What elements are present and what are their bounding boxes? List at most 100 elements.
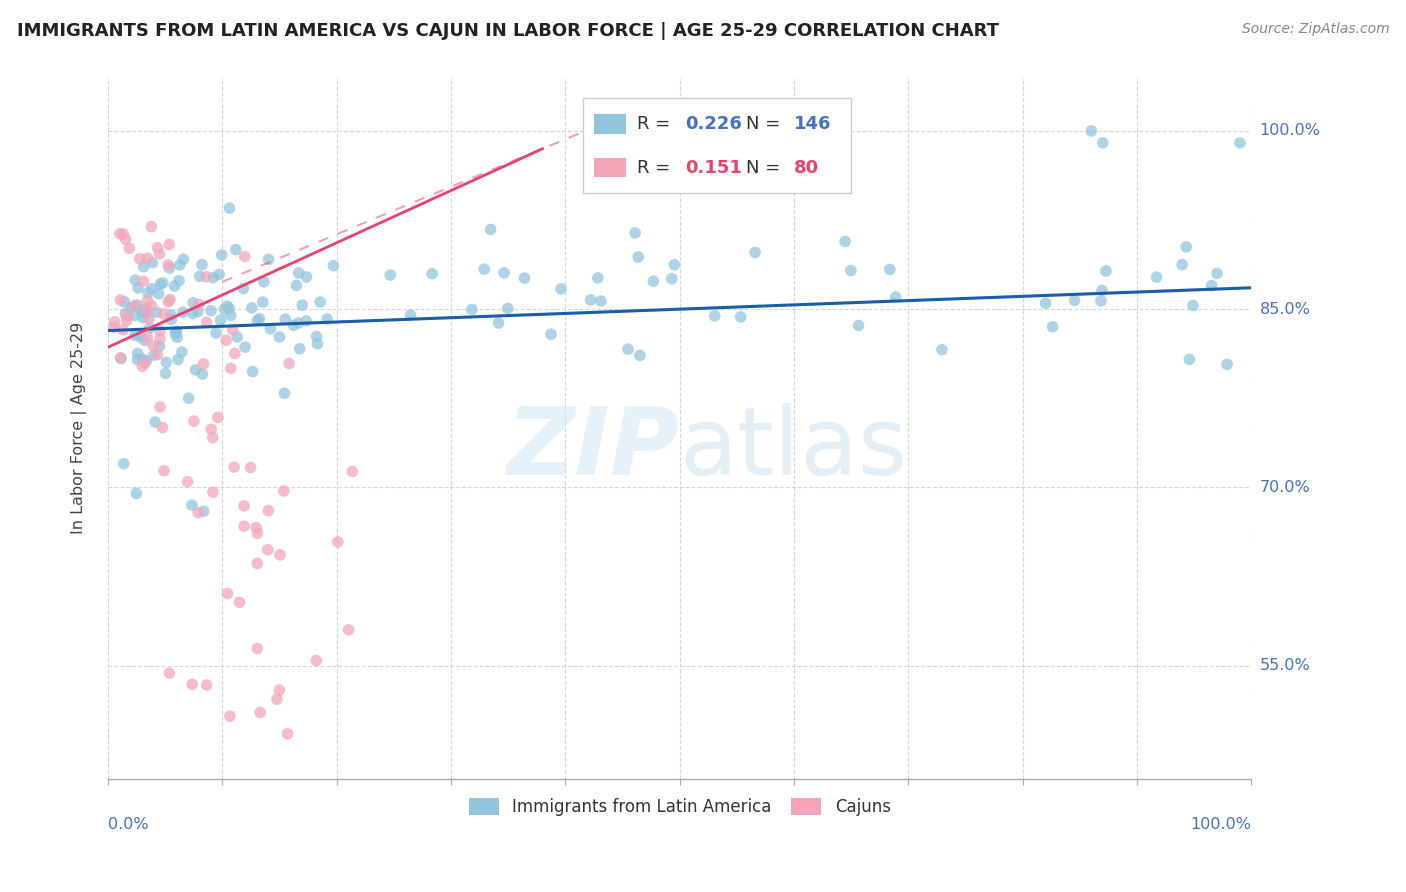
Point: [149, 324, 172, 338]
Point: [309, 295, 332, 310]
Point: [163, 279, 186, 293]
Point: [127, 298, 149, 312]
Point: [172, 305, 194, 319]
Point: [104, 315, 127, 329]
Point: [124, 309, 146, 323]
Point: [207, 410, 229, 425]
Point: [307, 336, 329, 351]
Point: [136, 330, 159, 344]
Point: [148, 339, 170, 353]
Point: [226, 330, 249, 344]
Point: [256, 542, 278, 557]
Point: [1171, 258, 1194, 272]
Point: [1229, 136, 1251, 150]
Point: [152, 276, 174, 290]
Bar: [593, 114, 626, 134]
Text: 80: 80: [794, 159, 820, 177]
Point: [494, 266, 516, 280]
Point: [149, 247, 172, 261]
Point: [166, 330, 188, 344]
Point: [141, 256, 163, 270]
Point: [224, 346, 246, 360]
Point: [269, 683, 291, 698]
Point: [1091, 136, 1114, 150]
Point: [181, 498, 204, 512]
Point: [664, 258, 686, 272]
Text: R =: R =: [637, 159, 676, 177]
Y-axis label: In Labor Force | Age 25-29: In Labor Force | Age 25-29: [72, 322, 87, 534]
Point: [183, 414, 205, 428]
Point: [628, 348, 651, 362]
Point: [848, 318, 870, 333]
Point: [195, 315, 218, 329]
Point: [232, 282, 254, 296]
Point: [195, 269, 218, 284]
Point: [479, 222, 502, 236]
Point: [225, 243, 247, 257]
Point: [1063, 293, 1085, 308]
Point: [316, 312, 339, 326]
Legend: Immigrants from Latin America, Cajuns: Immigrants from Latin America, Cajuns: [463, 791, 897, 822]
Point: [1146, 270, 1168, 285]
Point: [322, 259, 344, 273]
Point: [266, 692, 288, 706]
Point: [157, 237, 180, 252]
Point: [201, 431, 224, 445]
Point: [157, 261, 180, 276]
Point: [149, 277, 172, 292]
Point: [153, 464, 176, 478]
Point: [305, 654, 328, 668]
Text: 146: 146: [794, 115, 831, 133]
Point: [202, 270, 225, 285]
Point: [195, 678, 218, 692]
Point: [513, 271, 536, 285]
Point: [160, 312, 183, 326]
Point: [114, 307, 136, 321]
Point: [127, 281, 149, 295]
Point: [134, 301, 156, 316]
Point: [110, 351, 132, 365]
Point: [165, 326, 187, 341]
Point: [269, 330, 291, 344]
Point: [661, 271, 683, 285]
Point: [233, 340, 256, 354]
Point: [305, 329, 328, 343]
Point: [132, 274, 155, 288]
Point: [112, 295, 135, 310]
Point: [187, 506, 209, 520]
Point: [211, 248, 233, 262]
Point: [127, 352, 149, 367]
Point: [228, 595, 250, 609]
Point: [124, 299, 146, 313]
Point: [540, 327, 562, 342]
Point: [152, 420, 174, 434]
Point: [143, 415, 166, 429]
Point: [124, 273, 146, 287]
Point: [246, 526, 269, 541]
FancyBboxPatch shape: [582, 98, 851, 193]
Point: [191, 258, 214, 272]
Point: [1178, 352, 1201, 367]
Point: [218, 709, 240, 723]
Point: [136, 285, 159, 300]
Point: [165, 325, 187, 339]
Point: [170, 345, 193, 359]
Point: [579, 293, 602, 307]
Point: [1175, 240, 1198, 254]
Point: [145, 305, 167, 319]
Point: [146, 348, 169, 362]
Text: R =: R =: [637, 115, 676, 133]
Point: [129, 330, 152, 344]
Point: [834, 235, 856, 249]
Point: [115, 313, 138, 327]
Point: [488, 316, 510, 330]
Point: [155, 355, 177, 369]
Point: [138, 311, 160, 326]
Point: [157, 666, 180, 681]
Point: [247, 311, 270, 326]
Point: [239, 460, 262, 475]
Text: Source: ZipAtlas.com: Source: ZipAtlas.com: [1241, 22, 1389, 37]
Point: [273, 483, 295, 498]
Point: [1206, 267, 1229, 281]
Point: [1080, 124, 1102, 138]
